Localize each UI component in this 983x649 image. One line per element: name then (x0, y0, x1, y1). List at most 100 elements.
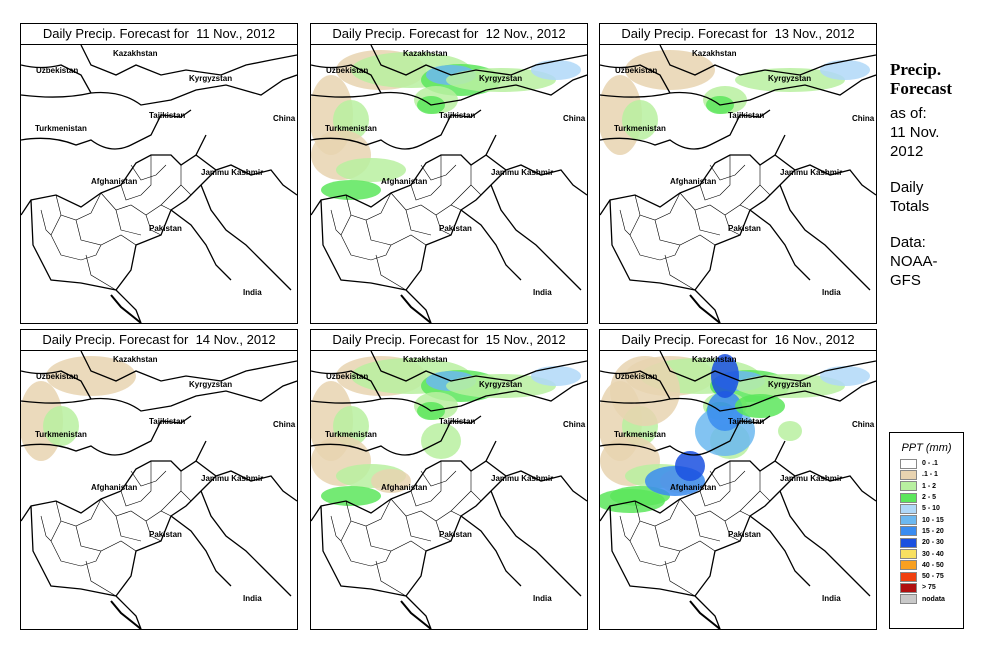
district-border (654, 219, 716, 246)
map-label-china: China (273, 114, 296, 123)
precip-area (531, 366, 581, 386)
district-border (365, 219, 427, 246)
district-border (50, 214, 102, 261)
country-border (80, 45, 297, 76)
legend-swatch (900, 458, 917, 469)
map-label-china: China (852, 420, 875, 429)
precip-area (711, 354, 739, 398)
district-border (160, 184, 182, 206)
district-border (739, 184, 761, 206)
legend-item: 30 - 40 (890, 548, 963, 560)
map-label-india: India (822, 594, 841, 603)
district-border (115, 209, 142, 236)
district-border (120, 155, 152, 201)
map-label-pakistan: Pakistan (728, 224, 761, 233)
map-label-india: India (822, 288, 841, 297)
totals-line-1: Daily (890, 179, 924, 196)
country-border (170, 209, 232, 281)
map-label-pakistan: Pakistan (439, 224, 472, 233)
country-border (600, 109, 771, 150)
panel-title: Daily Precip. Forecast for 12 Nov., 2012 (311, 24, 587, 45)
legend-title: PPT (mm) (901, 442, 952, 454)
coastline (400, 294, 432, 323)
map-label-tajikistan: Tajikistan (728, 417, 764, 426)
precip-map-1: Kazakhstan Uzbekistan Kyrgyzstan Tajikistan… (21, 45, 297, 323)
precip-area (43, 406, 79, 446)
map-label-jammu_kashmir: Jammu Kashmir (201, 168, 263, 177)
district-border (410, 461, 442, 507)
map-label-uzbekistan: Uzbekistan (615, 372, 657, 381)
panel-title: Daily Precip. Forecast for 11 Nov., 2012 (21, 24, 297, 45)
precip-area (735, 68, 845, 92)
map-label-turkmenistan: Turkmenistan (35, 430, 87, 439)
district-border (694, 209, 721, 236)
precip-area (820, 366, 870, 386)
district-border (664, 560, 696, 597)
district-border (654, 525, 716, 552)
legend-item: 10 - 15 (890, 514, 963, 526)
legend-item: 1 - 2 (890, 481, 963, 492)
precip-area (446, 374, 556, 398)
map-label-kazakhstan: Kazakhstan (692, 355, 737, 364)
country-border (311, 109, 482, 150)
map-label-pakistan: Pakistan (728, 530, 761, 539)
coastline (110, 294, 142, 323)
panel-title: Daily Precip. Forecast for 14 Nov., 2012 (21, 330, 297, 351)
legend-label: 15 - 20 (922, 527, 944, 535)
district-border (100, 192, 172, 216)
map-label-turkmenistan: Turkmenistan (325, 124, 377, 133)
district-border (100, 498, 172, 522)
legend-label: nodata (922, 595, 945, 603)
country-border (600, 380, 876, 412)
legend-item: 0 - .1 (890, 458, 963, 469)
district-border (709, 470, 746, 487)
district-border (410, 155, 442, 201)
district-border (420, 164, 457, 181)
map-label-uzbekistan: Uzbekistan (36, 66, 78, 75)
info-title-1: Precip. (890, 60, 942, 79)
district-border (679, 192, 751, 216)
totals-line-2: Totals (890, 198, 930, 215)
district-border (435, 214, 452, 236)
precip-area (675, 451, 705, 481)
legend-swatch (900, 469, 917, 480)
legend-swatch (900, 515, 917, 526)
precip-area (735, 374, 845, 398)
coastline (110, 600, 142, 629)
legend-swatch (900, 571, 917, 582)
map-label-china: China (563, 114, 586, 123)
district-border (145, 214, 162, 236)
country-border (600, 440, 786, 522)
precip-map-3: Kazakhstan Uzbekistan Kyrgyzstan Tajikistan… (600, 45, 876, 323)
map-label-turkmenistan: Turkmenistan (35, 124, 87, 133)
panel-title: Daily Precip. Forecast for 15 Nov., 2012 (311, 330, 587, 351)
forecast-panel-5: Daily Precip. Forecast for 15 Nov., 2012… (310, 329, 588, 630)
country-border (490, 184, 582, 291)
map-label-kazakhstan: Kazakhstan (403, 49, 448, 58)
panel-title: Daily Precip. Forecast for 16 Nov., 2012 (600, 330, 876, 351)
district-border (450, 184, 472, 206)
precip-area (820, 60, 870, 80)
map-label-kyrgyzstan: Kyrgyzstan (189, 74, 232, 83)
precip-map-6: Kazakhstan Uzbekistan Kyrgyzstan Tajikistan… (600, 351, 876, 629)
map-label-kyrgyzstan: Kyrgyzstan (189, 380, 232, 389)
legend-item: .1 - 1 (890, 469, 963, 480)
legend-label: 50 - 75 (922, 573, 944, 581)
district-border (85, 254, 117, 291)
precip-area (333, 100, 369, 140)
legend-item: > 75 (890, 582, 963, 593)
country-border (21, 370, 92, 400)
map-label-uzbekistan: Uzbekistan (326, 66, 368, 75)
country-border (21, 415, 192, 456)
district-border (470, 471, 492, 502)
country-border (21, 74, 297, 106)
legend-swatch (900, 492, 917, 503)
country-border (200, 184, 292, 291)
forecast-panel-2: Daily Precip. Forecast for 12 Nov., 2012… (310, 23, 588, 324)
map-label-afghanistan: Afghanistan (381, 483, 427, 492)
country-border (460, 515, 522, 587)
map-label-kazakhstan: Kazakhstan (692, 49, 737, 58)
district-border (115, 515, 142, 542)
district-border (759, 471, 781, 502)
district-border (330, 209, 342, 236)
